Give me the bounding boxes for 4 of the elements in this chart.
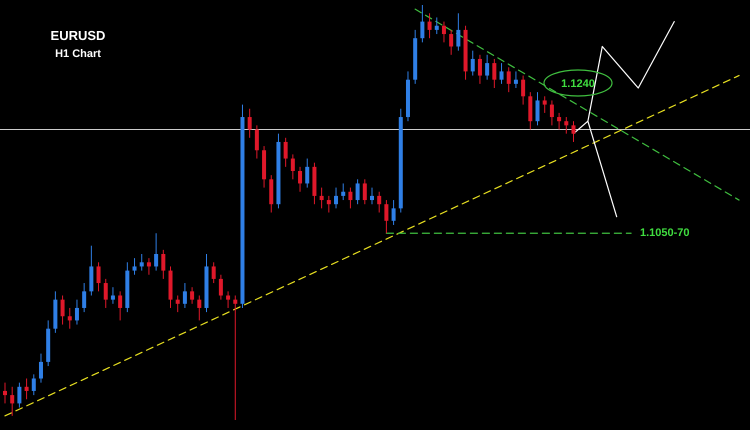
text: EURUSD [50,28,106,43]
annotation: 1.1240 [561,78,595,90]
annotation: 1.1050-70 [640,227,690,239]
text: H1 Chart [55,48,102,60]
